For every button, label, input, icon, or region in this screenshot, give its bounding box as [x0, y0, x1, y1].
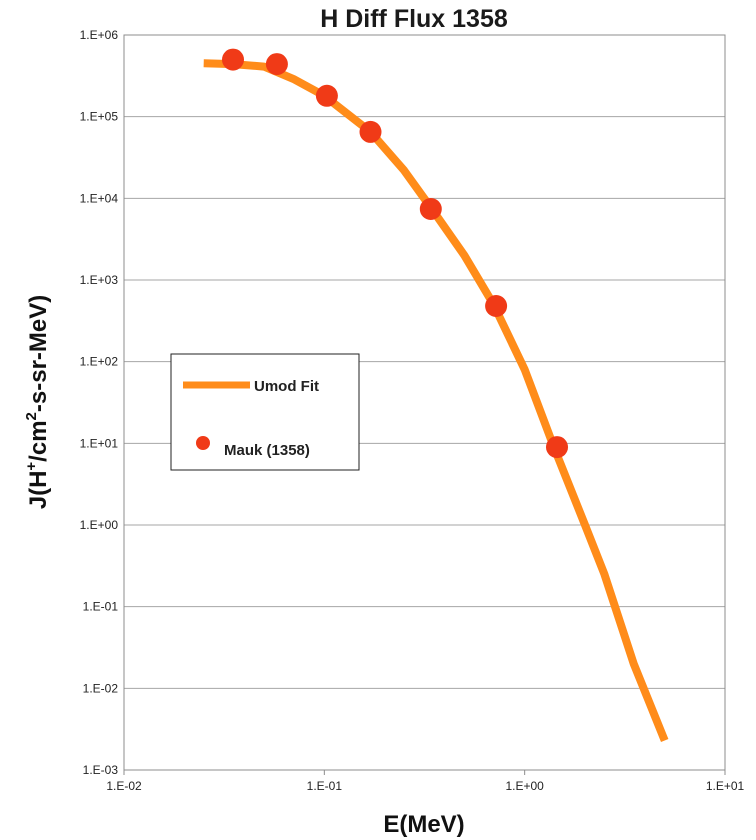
y-tick-label: 1.E+03 — [80, 273, 119, 287]
data-point — [546, 436, 568, 459]
data-point — [222, 48, 244, 71]
plot-area — [123, 34, 726, 771]
y-tick-labels: 1.E-03 1.E-02 1.E-01 1.E+00 1.E+01 1.E+02 1.E+… — [80, 28, 119, 777]
y-tick-label: 1.E+06 — [80, 28, 119, 42]
legend-marker-mauk — [196, 436, 210, 450]
legend-box — [170, 353, 360, 471]
y-tick-label: 1.E+05 — [80, 110, 119, 124]
y-tick-label: 1.E-02 — [83, 681, 119, 695]
data-point — [315, 84, 338, 107]
x-tick-label: 1.E-02 — [106, 779, 142, 793]
x-tick-label: 1.E+01 — [706, 779, 745, 793]
y-tick-label: 1.E+01 — [80, 436, 119, 450]
y-label-superscript-2: 2 — [23, 412, 40, 420]
data-point — [419, 198, 442, 220]
y-tick-label: 1.E-03 — [83, 763, 119, 777]
y-label-superscript: + — [23, 462, 40, 471]
data-point — [359, 120, 382, 143]
data-point — [485, 295, 508, 317]
y-axis-label: J(H+/cm2-s-sr-MeV) — [23, 295, 52, 510]
x-tick-label: 1.E+00 — [505, 779, 544, 793]
y-tick-label: 1.E+04 — [80, 191, 119, 205]
y-label-part-1: J(H — [25, 471, 52, 510]
x-axis-label: E(MeV) — [383, 811, 464, 838]
x-tick-label: 1.E-01 — [307, 779, 343, 793]
legend-label-mauk: Mauk (1358) — [224, 442, 310, 459]
y-tick-label: 1.E+00 — [80, 518, 119, 532]
y-tick-label: 1.E-01 — [83, 600, 119, 614]
series-layer — [203, 48, 669, 742]
y-tick-label: 1.E+02 — [80, 355, 119, 369]
x-tick-labels: 1.E-02 1.E-01 1.E+00 1.E+01 — [106, 779, 744, 793]
legend-label-umod-fit: Umod Fit — [254, 378, 319, 395]
data-point — [265, 53, 288, 76]
legend: Umod Fit Mauk (1358) — [170, 353, 360, 471]
chart-title: H Diff Flux 1358 — [320, 5, 508, 33]
y-label-part-2: /cm — [25, 420, 52, 461]
y-label-part-3: -s-sr-MeV) — [25, 295, 52, 412]
